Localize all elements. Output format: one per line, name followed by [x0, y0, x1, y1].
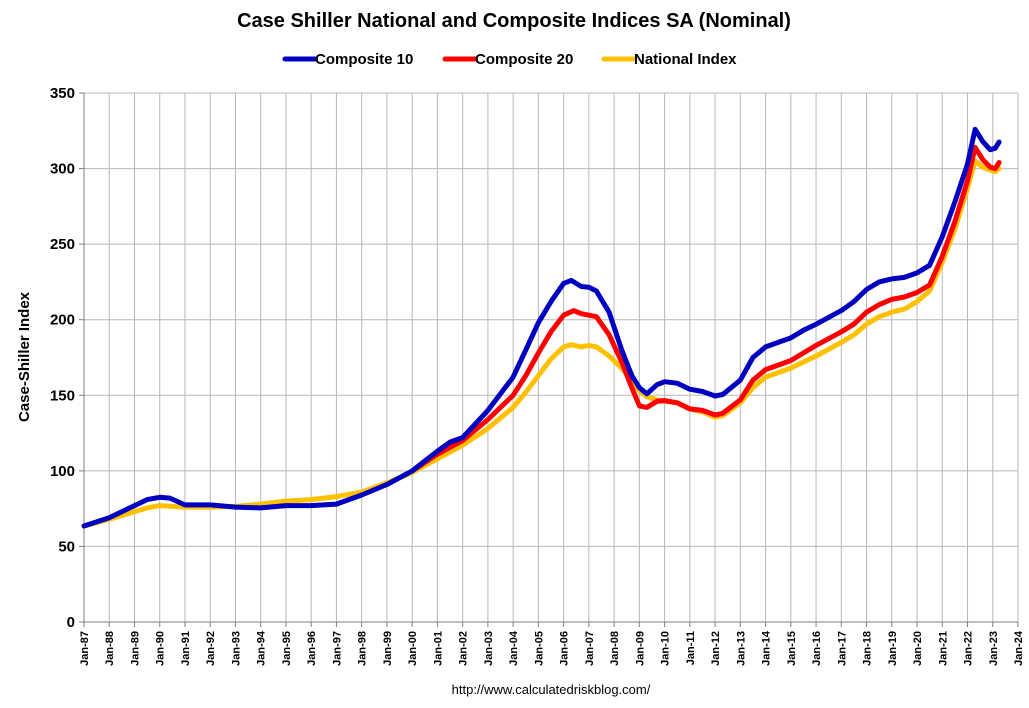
x-tick-label: Jan-00: [407, 631, 419, 666]
y-tick-label: 250: [50, 236, 75, 253]
x-tick-label: Jan-18: [862, 631, 874, 666]
x-tick-label: Jan-99: [382, 631, 394, 666]
series-lines: [81, 126, 1002, 529]
y-tick-label: 300: [50, 161, 75, 178]
x-tick-label: Jan-15: [786, 631, 798, 666]
x-tick-label: Jan-02: [458, 631, 470, 666]
legend-label: National Index: [634, 51, 737, 68]
y-tick-label: 50: [58, 538, 75, 555]
y-tick-label: 350: [50, 85, 75, 102]
chart-title: Case Shiller National and Composite Indi…: [237, 10, 791, 32]
x-tick-label: Jan-96: [306, 631, 318, 666]
x-tick-label: Jan-94: [256, 630, 268, 666]
x-tick-label: Jan-07: [584, 631, 596, 666]
y-axis-title: Case-Shiller Index: [16, 291, 33, 422]
legend-label: Composite 20: [475, 51, 573, 68]
x-tick-label: Jan-04: [508, 630, 520, 666]
legend: Composite 10 Composite 20 National Index: [282, 51, 737, 68]
x-tick-label: Jan-08: [609, 631, 621, 666]
x-tick-label: Jan-16: [811, 631, 823, 666]
x-axis-ticks: Jan-87 Jan-88 Jan-89 Jan-90 Jan-91 Jan-92 Jan-…: [79, 630, 1025, 666]
grid: [84, 92, 1019, 622]
x-tick-label: Jan-98: [357, 631, 369, 666]
x-tick-label: Jan-17: [836, 631, 848, 666]
series-line-composite-20: [409, 144, 1002, 474]
x-tick-label: Jan-20: [912, 631, 924, 666]
x-tick-label: Jan-01: [432, 631, 444, 666]
x-tick-label: Jan-05: [533, 631, 545, 666]
x-tick-label: Jan-22: [963, 631, 975, 666]
axes: [79, 92, 1019, 627]
x-tick-label: Jan-88: [104, 631, 116, 666]
x-tick-label: Jan-89: [129, 631, 141, 666]
x-tick-label: Jan-23: [988, 631, 1000, 666]
x-tick-label: Jan-92: [205, 631, 217, 666]
x-tick-label: Jan-11: [685, 631, 697, 665]
legend-label: Composite 10: [315, 51, 413, 68]
x-tick-label: Jan-10: [660, 631, 672, 666]
series-line-composite-10: [81, 126, 1002, 529]
x-tick-label: Jan-87: [79, 631, 91, 666]
x-tick-label: Jan-24: [1013, 630, 1025, 666]
x-tick-label: Jan-93: [230, 631, 242, 666]
x-tick-label: Jan-09: [634, 631, 646, 666]
source-url: http://www.calculatedriskblog.com/: [452, 682, 651, 697]
x-tick-label: Jan-12: [710, 631, 722, 666]
x-tick-label: Jan-13: [735, 631, 747, 666]
x-tick-label: Jan-95: [281, 631, 293, 666]
y-tick-label: 200: [50, 312, 75, 329]
x-tick-label: Jan-14: [761, 630, 773, 666]
y-axis-ticks: 0 50 100 150 200 250 300 350: [50, 85, 75, 631]
x-tick-label: Jan-06: [559, 631, 571, 666]
y-tick-label: 0: [67, 614, 75, 631]
x-tick-label: Jan-90: [155, 631, 167, 666]
x-tick-label: Jan-97: [331, 631, 343, 666]
x-tick-label: Jan-19: [887, 631, 899, 666]
x-tick-label: Jan-03: [483, 631, 495, 666]
x-tick-label: Jan-91: [180, 631, 192, 666]
y-tick-label: 100: [50, 463, 75, 480]
x-tick-label: Jan-21: [937, 631, 949, 666]
y-tick-label: 150: [50, 387, 75, 404]
